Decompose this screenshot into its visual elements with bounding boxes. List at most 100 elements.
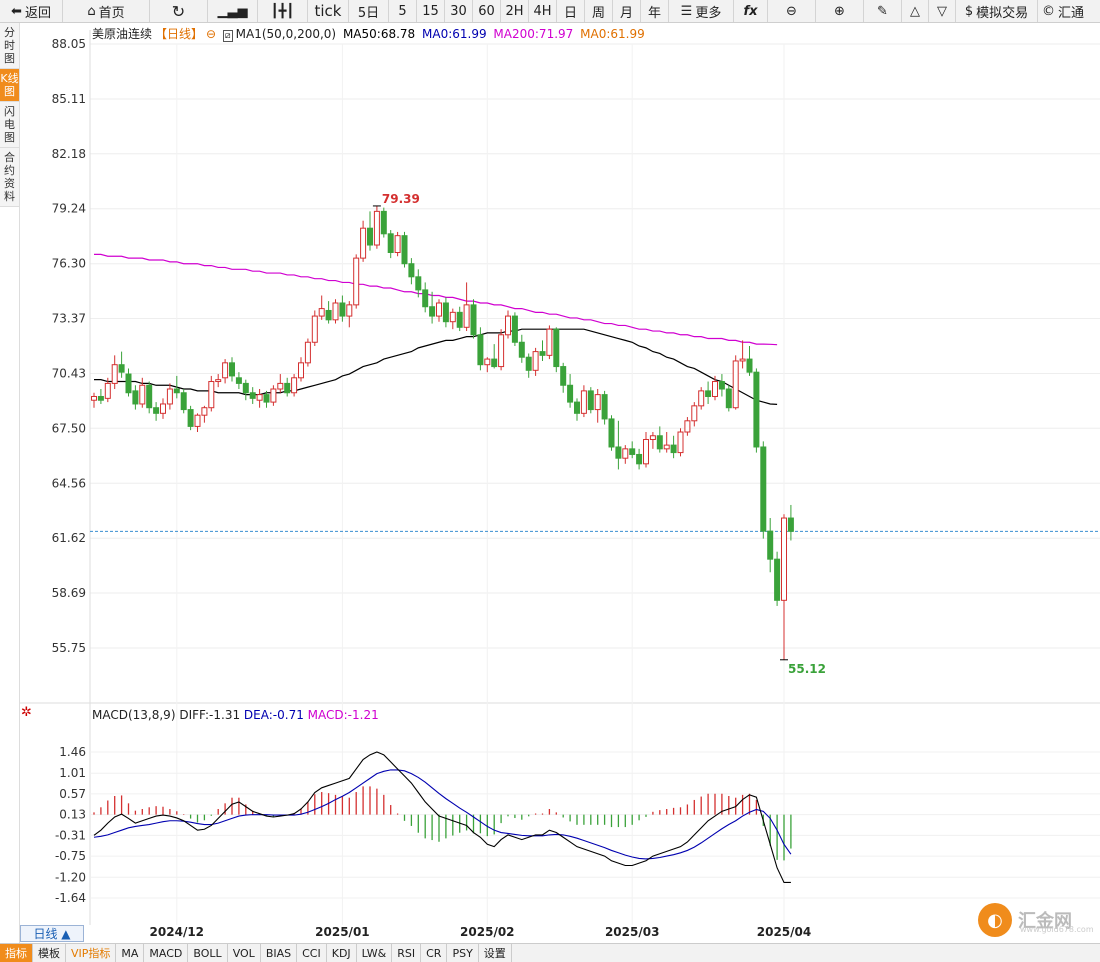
tab-rsi[interactable]: RSI xyxy=(392,944,422,962)
kline-chart-button[interactable]: ▁▃▅ xyxy=(208,0,258,22)
refresh-button[interactable]: ↻ xyxy=(150,0,208,22)
candle-body xyxy=(339,302,346,317)
candle-body xyxy=(560,366,567,386)
price-tick-label: 73.37 xyxy=(52,312,86,326)
candle-body xyxy=(125,373,132,394)
up-button[interactable]: △ xyxy=(902,0,929,22)
candle-body xyxy=(594,394,601,411)
formula-button[interactable]: fx xyxy=(734,0,768,22)
indicator-tabs: 指标 模板 VIP指标 MA MACD BOLL VOL BIAS CCI KD… xyxy=(0,943,1100,962)
ma200-line xyxy=(94,253,778,346)
candle-body xyxy=(139,384,146,405)
triangle-up-icon: △ xyxy=(910,3,920,19)
tab-flash[interactable]: 闪电图 xyxy=(0,102,19,148)
ma50-line xyxy=(94,328,778,405)
down-button[interactable]: ▽ xyxy=(929,0,956,22)
tab-cr[interactable]: CR xyxy=(421,944,448,962)
candle-body xyxy=(767,530,774,560)
left-divider xyxy=(19,23,20,943)
period-week[interactable]: 周 xyxy=(585,0,613,22)
period-year[interactable]: 年 xyxy=(641,0,669,22)
period-30[interactable]: 30 xyxy=(445,0,473,22)
candle-body xyxy=(429,306,436,317)
sim-trade-button[interactable]: $ 模拟交易 xyxy=(956,0,1038,22)
tab-lw[interactable]: LW& xyxy=(357,944,393,962)
zoom-in-button[interactable]: ⊕ xyxy=(816,0,864,22)
candle-body xyxy=(532,351,539,371)
candlestick-button[interactable]: ┃╋┃ xyxy=(258,0,308,22)
candle-body xyxy=(677,431,684,454)
candle-body xyxy=(373,210,380,246)
tab-kdj[interactable]: KDJ xyxy=(327,944,357,962)
tab-vip[interactable]: VIP指标 xyxy=(66,944,117,962)
tab-bias[interactable]: BIAS xyxy=(261,944,298,962)
tab-timeshare[interactable]: 分时图 xyxy=(0,23,19,69)
indicator-settings-icon[interactable]: ✲ xyxy=(21,705,32,720)
candle-body xyxy=(567,384,574,403)
period-15[interactable]: 15 xyxy=(417,0,445,22)
period-2h[interactable]: 2H xyxy=(501,0,529,22)
candle-body xyxy=(401,235,408,265)
candle-body xyxy=(622,448,629,459)
home-icon: ⌂ xyxy=(87,3,96,19)
toolbar: ⬅ 返回 ⌂ 首页 ↻ ▁▃▅ ┃╋┃ tick 5日 5 15 30 60 2H … xyxy=(0,0,1100,23)
huitong-button[interactable]: © 汇通 xyxy=(1042,3,1085,21)
tab-psy[interactable]: PSY xyxy=(447,944,479,962)
back-button[interactable]: ⬅ 返回 xyxy=(0,0,63,22)
period-select-button[interactable]: 日线 ▲ xyxy=(20,925,84,942)
period-month[interactable]: 月 xyxy=(613,0,641,22)
price-tick-label: 76.30 xyxy=(52,257,86,271)
tab-template[interactable]: 模板 xyxy=(33,944,66,962)
ma-config-icon[interactable]: ⧄ xyxy=(222,30,233,42)
period-day[interactable]: 日 xyxy=(557,0,585,22)
logo-sub: www.gold678.com xyxy=(1020,925,1094,934)
draw-button[interactable]: ✎ xyxy=(864,0,902,22)
macd-params: MACD(13,8,9) xyxy=(92,708,176,722)
tick-button[interactable]: tick xyxy=(308,0,349,22)
period-60[interactable]: 60 xyxy=(473,0,501,22)
triangle-down-icon: ▽ xyxy=(937,3,947,19)
candle-body xyxy=(498,334,505,368)
candle-body xyxy=(311,315,318,343)
period-4h[interactable]: 4H xyxy=(529,0,557,22)
price-tick-label: 88.05 xyxy=(52,37,86,51)
candle-body xyxy=(484,358,491,366)
tab-vol[interactable]: VOL xyxy=(228,944,261,962)
macd-dea: DEA:-0.71 xyxy=(243,708,304,722)
candle-body xyxy=(691,405,698,422)
candle-body xyxy=(353,257,360,306)
tab-boll[interactable]: BOLL xyxy=(188,944,228,962)
logo-text: 汇金网 xyxy=(1018,911,1072,932)
candle-body xyxy=(256,394,263,401)
five-day-button[interactable]: 5日 xyxy=(349,0,389,22)
candle-body xyxy=(387,233,394,254)
candle-body xyxy=(525,356,532,371)
candle-body xyxy=(546,328,553,356)
tab-macd[interactable]: MACD xyxy=(144,944,189,962)
tab-ma[interactable]: MA xyxy=(116,944,145,962)
tab-settings[interactable]: 设置 xyxy=(479,944,512,962)
candle-body xyxy=(394,235,401,254)
dea-line xyxy=(93,769,792,860)
tab-indicator[interactable]: 指标 xyxy=(0,944,33,962)
candle-body xyxy=(463,304,470,328)
low-price-label: 55.12 xyxy=(788,662,826,676)
candle-body xyxy=(332,302,339,321)
candle-body xyxy=(187,409,194,427)
time-tick-label: 2025/04 xyxy=(757,925,811,939)
tab-cci[interactable]: CCI xyxy=(297,944,327,962)
candle-body xyxy=(201,407,208,416)
home-button[interactable]: ⌂ 首页 xyxy=(63,0,150,22)
tab-kline[interactable]: K线图 xyxy=(0,69,19,102)
candle-icon: ┃╋┃ xyxy=(270,3,295,19)
candle-body xyxy=(263,394,270,403)
more-button[interactable]: ☰ 更多 xyxy=(669,0,734,22)
tab-contract-info[interactable]: 合约资料 xyxy=(0,148,19,207)
candle-body xyxy=(325,309,332,321)
period-5[interactable]: 5 xyxy=(389,0,417,22)
candle-body xyxy=(242,382,249,394)
zoom-out-button[interactable]: ⊖ xyxy=(768,0,816,22)
candle-body xyxy=(705,390,712,397)
candle-body xyxy=(456,311,463,328)
